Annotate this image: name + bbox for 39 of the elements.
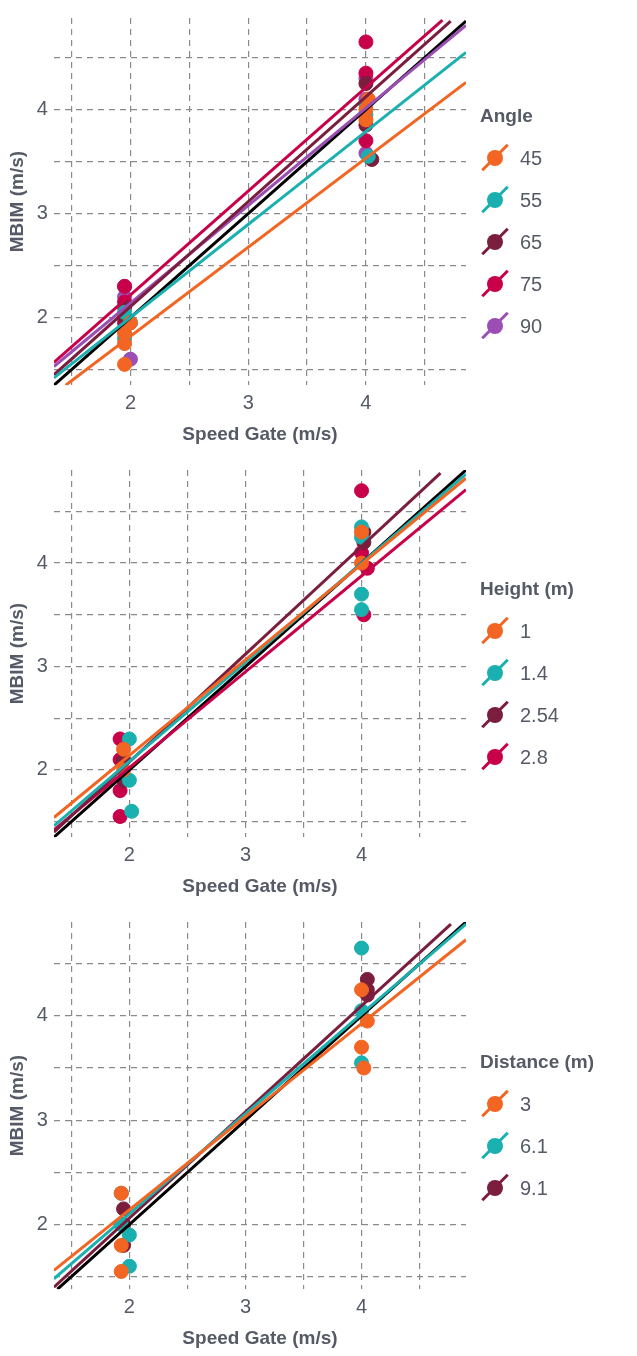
y-tick-label: 4 [36,97,48,120]
y-tick-label: 4 [36,1003,48,1026]
x-axis-title: Speed Gate (m/s) [182,874,338,896]
legend-title: Angle [480,105,534,127]
y-tick-label: 2 [36,757,48,780]
y-axis-title: MBIM (m/s) [5,1054,27,1157]
x-tick-label: 2 [124,390,137,413]
y-tick-label: 2 [36,1212,48,1235]
legend-title: Distance (m) [480,1051,596,1073]
x-tick-label: 2 [123,842,135,865]
y-axis-title: MBIM (m/s) [5,150,27,253]
y-axis-title: MBIM (m/s) [5,602,27,705]
y-tick-label: 4 [36,550,48,573]
x-tick-label: 4 [360,390,372,413]
x-axis-title: Speed Gate (m/s) [182,422,338,444]
x-tick-label: 3 [239,1294,252,1317]
legend-label: 55 [520,188,543,212]
x-tick-label: 4 [355,1294,368,1317]
legend-title: Height (m) [480,578,575,600]
legend-label: 2.54 [520,703,559,727]
legend-label: 1.4 [520,661,548,685]
x-tick-label: 3 [239,842,252,865]
x-tick-label: 3 [242,390,254,413]
legend-label: 90 [520,314,543,338]
legend-label: 1 [520,619,532,643]
legend-label: 9.1 [520,1176,548,1200]
y-tick-label: 2 [36,305,48,328]
legend-label: 3 [520,1092,532,1116]
y-tick-label: 3 [36,201,48,224]
legend-label: 2.8 [520,745,548,769]
y-tick-label: 3 [36,1107,48,1130]
x-tick-label: 4 [355,842,368,865]
legend-label: 65 [520,230,543,254]
legend-label: 6.1 [520,1134,548,1158]
x-axis-title: Speed Gate (m/s) [182,1326,338,1348]
y-tick-label: 3 [36,654,48,677]
legend-label: 75 [520,272,543,296]
legend-label: 45 [520,146,543,170]
x-tick-label: 2 [123,1294,135,1317]
